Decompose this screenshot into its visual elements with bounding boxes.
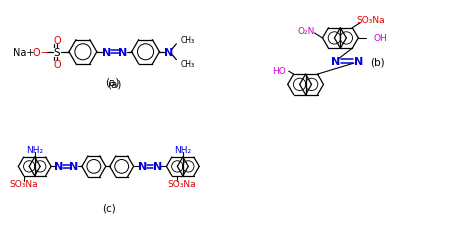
Text: SO₃Na: SO₃Na — [9, 179, 38, 188]
Text: N: N — [354, 57, 363, 67]
Text: NH₂: NH₂ — [174, 145, 191, 154]
Text: (a): (a) — [106, 77, 120, 87]
Text: (a): (a) — [107, 79, 121, 89]
Text: N: N — [102, 48, 111, 58]
Text: CH₃: CH₃ — [180, 36, 194, 45]
Text: N: N — [153, 162, 162, 172]
Text: HO: HO — [272, 66, 286, 75]
Text: CH₃: CH₃ — [180, 60, 194, 69]
Text: O₂N: O₂N — [298, 26, 315, 35]
Text: N: N — [118, 48, 128, 58]
Text: N: N — [331, 57, 340, 67]
Text: O: O — [53, 36, 61, 46]
Text: O: O — [53, 59, 61, 69]
Text: N: N — [138, 162, 147, 172]
Text: N: N — [55, 162, 64, 172]
Text: (c): (c) — [102, 203, 116, 213]
Text: ·O−: ·O− — [30, 48, 48, 58]
Text: (b): (b) — [370, 57, 384, 67]
Text: N: N — [69, 162, 79, 172]
Text: NH₂: NH₂ — [26, 145, 43, 154]
Text: S: S — [54, 48, 60, 58]
Text: SO₃Na: SO₃Na — [167, 179, 196, 188]
Text: SO₃Na: SO₃Na — [356, 16, 384, 25]
Text: N: N — [164, 48, 173, 58]
Text: Na+: Na+ — [13, 48, 35, 58]
Text: OH: OH — [373, 34, 387, 43]
